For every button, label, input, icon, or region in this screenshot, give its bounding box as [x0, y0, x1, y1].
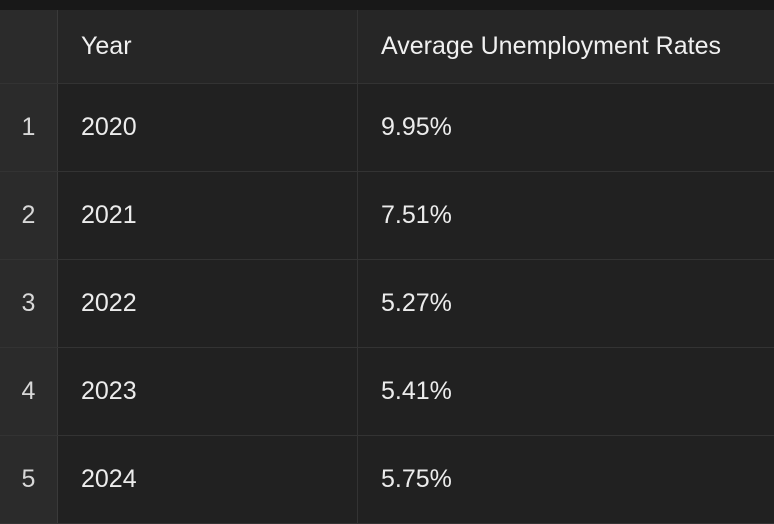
rate-cell[interactable]: 9.95%: [381, 113, 452, 141]
data-table: Year Average Unemployment Rates 1 2020 9…: [0, 10, 774, 524]
rate-cell[interactable]: 5.41%: [381, 377, 452, 405]
header-index-cell: [0, 10, 58, 83]
table-row[interactable]: 3 2022 5.27%: [0, 260, 774, 348]
year-cell[interactable]: 2020: [58, 84, 358, 171]
table-header-row: Year Average Unemployment Rates: [0, 10, 774, 84]
header-average-unemployment-rates[interactable]: Average Unemployment Rates: [381, 32, 721, 60]
row-index: 1: [0, 84, 58, 171]
table-row[interactable]: 5 2024 5.75%: [0, 436, 774, 524]
row-index: 4: [0, 348, 58, 435]
rate-cell[interactable]: 5.75%: [381, 465, 452, 493]
table-row[interactable]: 1 2020 9.95%: [0, 84, 774, 172]
rate-cell[interactable]: 7.51%: [381, 201, 452, 229]
year-cell[interactable]: 2023: [58, 348, 358, 435]
row-index: 3: [0, 260, 58, 347]
row-index: 5: [0, 436, 58, 523]
row-index: 2: [0, 172, 58, 259]
rate-cell[interactable]: 5.27%: [381, 289, 452, 317]
top-strip: [0, 0, 774, 10]
year-cell[interactable]: 2024: [58, 436, 358, 523]
year-cell[interactable]: 2022: [58, 260, 358, 347]
header-year[interactable]: Year: [58, 10, 358, 83]
table-row[interactable]: 2 2021 7.51%: [0, 172, 774, 260]
table-row[interactable]: 4 2023 5.41%: [0, 348, 774, 436]
year-cell[interactable]: 2021: [58, 172, 358, 259]
